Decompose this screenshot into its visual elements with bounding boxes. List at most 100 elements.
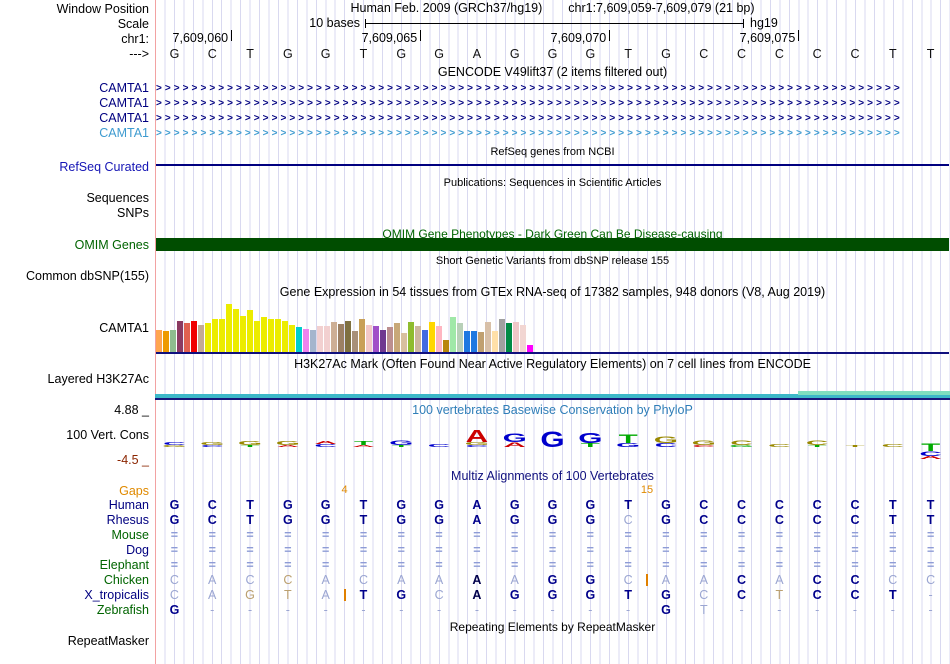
gtex-expression-bar[interactable]	[351, 330, 358, 352]
camta1-transcript-row[interactable]: >>>>>>>>>>>>>>>>>>>>>>>>>>>>>>>>>>>>>>>>…	[156, 113, 903, 124]
track-label-camta1[interactable]: CAMTA1	[99, 111, 149, 125]
camta1-transcript-row[interactable]: >>>>>>>>>>>>>>>>>>>>>>>>>>>>>>>>>>>>>>>>…	[156, 98, 903, 109]
gtex-expression-bar[interactable]	[169, 329, 176, 352]
gtex-expression-bar[interactable]	[281, 320, 288, 352]
track-label-camta1[interactable]: CAMTA1	[99, 126, 149, 140]
gtex-expression-bar[interactable]	[400, 332, 407, 352]
gtex-expression-bar[interactable]	[428, 321, 435, 352]
gtex-expression-bar[interactable]	[442, 339, 449, 352]
gtex-expression-bar[interactable]	[421, 329, 428, 352]
gtex-expression-bar[interactable]	[225, 303, 232, 352]
gtex-expression-bar[interactable]	[316, 325, 323, 352]
track-label-refseq-curated[interactable]: RefSeq Curated	[59, 160, 149, 174]
track-label--4-5-[interactable]: -4.5 _	[117, 453, 149, 467]
gtex-expression-bar[interactable]	[267, 318, 274, 352]
gtex-expression-bar[interactable]	[456, 322, 463, 352]
gtex-expression-bar[interactable]	[337, 323, 344, 352]
gtex-expression-bar[interactable]	[505, 322, 512, 352]
gtex-expression-bar[interactable]	[218, 318, 225, 352]
gtex-expression-bar[interactable]	[386, 326, 393, 352]
track-label-chicken[interactable]: Chicken	[103, 573, 149, 587]
track-label-mouse[interactable]: Mouse	[111, 528, 149, 542]
gtex-expression-bar[interactable]	[512, 321, 519, 352]
gtex-expression-bar[interactable]	[211, 318, 218, 352]
refseq-curated-line[interactable]	[156, 164, 949, 166]
gtex-expression-bar[interactable]	[379, 329, 386, 352]
gtex-expression-bar[interactable]	[253, 320, 260, 352]
track-label-camta1[interactable]: CAMTA1	[99, 81, 149, 95]
gtex-expression-bar[interactable]	[295, 326, 302, 352]
track-label-elephant[interactable]: Elephant	[99, 558, 149, 572]
gtex-expression-bar[interactable]	[463, 330, 470, 352]
gtex-expression-bar[interactable]	[190, 320, 197, 352]
track-label-layered-h3k27ac[interactable]: Layered H3K27Ac	[47, 372, 149, 386]
gtex-expression-bar[interactable]	[260, 316, 267, 352]
track-label-omim-genes[interactable]: OMIM Genes	[74, 238, 149, 252]
camta1-transcript-row[interactable]: >>>>>>>>>>>>>>>>>>>>>>>>>>>>>>>>>>>>>>>>…	[156, 128, 903, 139]
gtex-expression-bar[interactable]	[155, 329, 162, 352]
gtex-expression-bar[interactable]	[484, 321, 491, 352]
sequence-base: G	[282, 47, 293, 61]
track-label-human[interactable]: Human	[108, 498, 149, 512]
gtex-expression-bar[interactable]	[183, 322, 190, 352]
gtex-expression-bar[interactable]	[302, 328, 309, 352]
track-label-100-vert-cons[interactable]: 100 Vert. Cons	[66, 428, 149, 442]
gtex-expression-bar[interactable]	[323, 325, 330, 352]
gtex-expression-bar[interactable]	[365, 324, 372, 352]
gtex-expression-bar[interactable]	[393, 322, 400, 352]
gtex-expression-bar[interactable]	[274, 318, 281, 352]
track-label-scale[interactable]: Scale	[117, 17, 149, 31]
track-label--[interactable]: --->	[129, 47, 149, 61]
track-label-gaps[interactable]: Gaps	[119, 484, 149, 498]
gtex-expression-bar[interactable]	[470, 330, 477, 352]
gtex-expression-bar[interactable]	[204, 322, 211, 352]
alignment-cell-human: G	[585, 498, 596, 512]
alignment-cell-mouse: =	[624, 528, 632, 542]
h3k27ac-baseline[interactable]	[155, 397, 950, 400]
gtex-expression-bar[interactable]	[407, 321, 414, 352]
gtex-expression-bar[interactable]	[498, 318, 505, 352]
track-grid-area[interactable]	[155, 0, 950, 664]
gtex-expression-bar[interactable]	[519, 324, 526, 352]
gtex-expression-bar[interactable]	[358, 318, 365, 352]
track-label-repeatmasker[interactable]: RepeatMasker	[67, 634, 149, 648]
gtex-expression-bar[interactable]	[526, 344, 533, 352]
track-label-window-position[interactable]: Window Position	[56, 2, 149, 16]
gtex-expression-bar[interactable]	[414, 325, 421, 352]
gtex-expression-bar[interactable]	[162, 330, 169, 352]
track-label-4-88-[interactable]: 4.88 _	[114, 403, 149, 417]
gtex-expression-bar[interactable]	[288, 324, 295, 352]
omim-gene-bar[interactable]	[156, 238, 949, 251]
gtex-expression-bar[interactable]	[239, 315, 246, 352]
gtex-expression-bar[interactable]	[309, 329, 316, 352]
track-label-x-tropicalis[interactable]: X_tropicalis	[84, 588, 149, 602]
gtex-expression-bar[interactable]	[197, 324, 204, 352]
gtex-expression-bar[interactable]	[246, 309, 253, 352]
gtex-expression-bar[interactable]	[372, 325, 379, 352]
gtex-expression-bar[interactable]	[491, 330, 498, 352]
gtex-expression-bar[interactable]	[435, 325, 442, 352]
gtex-expression-bar[interactable]	[176, 320, 183, 352]
gtex-expression-bar[interactable]	[232, 308, 239, 352]
track-label-chr1-[interactable]: chr1:	[121, 32, 149, 46]
h3k27ac-band-right[interactable]	[798, 390, 950, 395]
track-label-camta1[interactable]: CAMTA1	[99, 96, 149, 110]
track-label-sequences[interactable]: Sequences	[86, 191, 149, 205]
camta1-transcript-row[interactable]: >>>>>>>>>>>>>>>>>>>>>>>>>>>>>>>>>>>>>>>>…	[156, 83, 903, 94]
h3k27ac-band[interactable]	[155, 393, 950, 398]
alignment-cell-chicken: C	[245, 573, 255, 587]
gtex-expression-bar[interactable]	[344, 320, 351, 352]
track-label-dog[interactable]: Dog	[126, 543, 149, 557]
gtex-expression-bar[interactable]	[477, 331, 484, 352]
track-label-rhesus[interactable]: Rhesus	[106, 513, 149, 527]
alignment-cell-x_tropicalis: G	[585, 588, 596, 602]
gtex-expression-bar[interactable]	[449, 316, 456, 352]
alignment-cell-dog: =	[926, 543, 935, 557]
track-label-zebrafish[interactable]: Zebrafish	[96, 603, 149, 617]
gtex-expression-bar[interactable]	[330, 321, 337, 352]
alignment-cell-human: A	[472, 498, 482, 512]
track-label-camta1[interactable]: CAMTA1	[99, 321, 149, 335]
track-label-common-dbsnp-155-[interactable]: Common dbSNP(155)	[26, 269, 149, 283]
track-label-snps[interactable]: SNPs	[117, 206, 149, 220]
